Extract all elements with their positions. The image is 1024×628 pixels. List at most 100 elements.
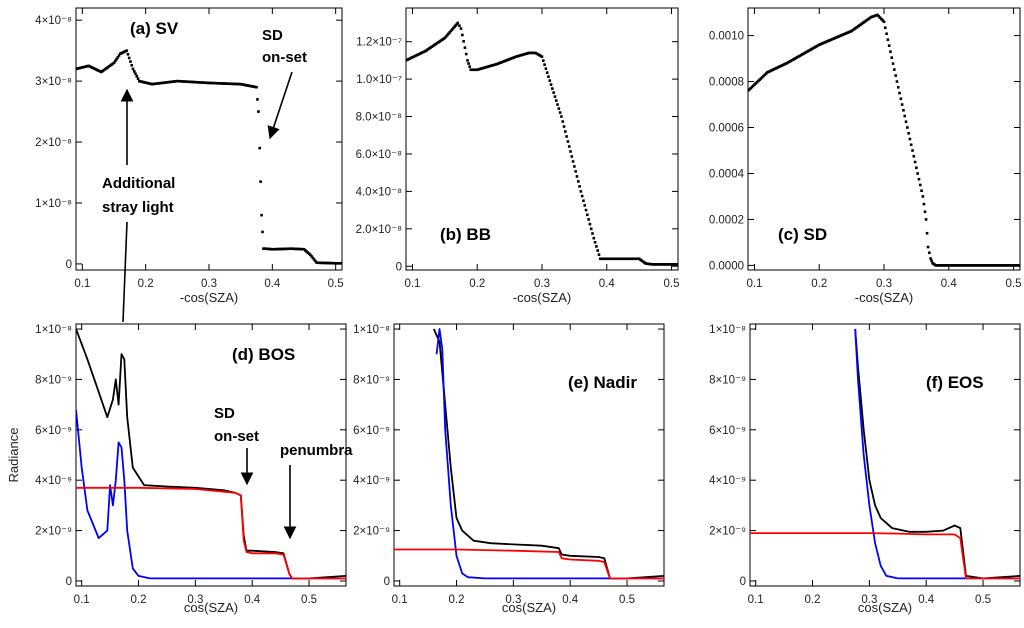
panel-b: 0.1 0.2 0.3 0.4 0.5 0 2.0×10⁻⁸ 4.0×10⁻⁸ 6.0×10⁻⁸… xyxy=(356,7,680,305)
y-tick-label-e-1: 2×10⁻⁹ xyxy=(353,526,390,538)
x-tick-label-c-4: 0.5 xyxy=(1006,278,1022,290)
data-point-b-150 xyxy=(597,253,601,256)
x-tick-label-b-1: 0.2 xyxy=(469,278,485,290)
x-axis-label-e: cos(SZA) xyxy=(502,600,556,615)
x-tick-label-b-4: 0.5 xyxy=(664,278,680,290)
data-point-c-139 xyxy=(925,231,929,235)
data-point-b-132 xyxy=(574,170,577,173)
data-point-c-117 xyxy=(898,91,901,95)
annotation-sd-onset-top-arrow xyxy=(267,71,293,140)
y-tick-label-e-0: 0 xyxy=(384,576,390,588)
data-point-a-47 xyxy=(134,72,137,76)
x-tick-label-f-2: 0.3 xyxy=(861,594,877,606)
data-point-c-100 xyxy=(876,13,879,17)
data-point-a-143 xyxy=(255,85,258,89)
x-tick-label-a-3: 0.4 xyxy=(264,278,281,290)
data-point-c-107 xyxy=(885,32,888,36)
data-point-b-106 xyxy=(540,55,544,58)
data-point-b-122 xyxy=(561,120,565,123)
x-tick-label-d-4: 0.5 xyxy=(301,594,317,606)
data-point-c-104 xyxy=(881,19,885,22)
shared-y-axis-label: Radiance xyxy=(6,428,21,483)
data-point-b-129 xyxy=(570,155,574,158)
data-point-c-123 xyxy=(906,126,909,129)
x-axis-label-c: -cos(SZA) xyxy=(855,290,914,305)
x-tick-label-f-4: 0.5 xyxy=(975,594,991,606)
data-point-a-32 xyxy=(115,57,118,61)
x-tick-label-a-0: 0.1 xyxy=(74,278,90,290)
panel-title-a: (a) SV xyxy=(130,19,179,38)
data-point-c-110 xyxy=(889,50,892,53)
data-point-a-147 xyxy=(259,180,262,183)
y-tick-label-a-2: 2×10⁻⁸ xyxy=(35,137,72,149)
data-point-b-141 xyxy=(586,213,589,217)
data-point-b-118 xyxy=(556,103,559,106)
y-tick-label-e-4: 8×10⁻⁹ xyxy=(353,374,390,386)
series-group-c xyxy=(748,13,1020,267)
data-point-c-101 xyxy=(877,14,881,18)
data-point-b-121 xyxy=(560,115,563,118)
y-tick-label-c-4: 0.0008 xyxy=(709,77,744,89)
data-point-a-191 xyxy=(314,259,317,263)
data-point-c-136 xyxy=(922,202,926,206)
data-point-c-135 xyxy=(921,195,925,198)
data-point-b-43 xyxy=(459,27,463,30)
data-point-a-212 xyxy=(340,261,342,265)
y-tick-label-d-5: 1×10⁻⁸ xyxy=(35,324,72,336)
data-point-c-105 xyxy=(882,20,886,24)
data-point-c-128 xyxy=(912,154,916,158)
y-tick-label-d-1: 2×10⁻⁹ xyxy=(35,526,72,538)
y-tick-label-d-4: 8×10⁻⁹ xyxy=(35,374,72,386)
y-tick-label-b-5: 1.0×10⁻⁷ xyxy=(356,74,402,86)
annotations: SD on-set Additional stray light SD on-s… xyxy=(102,27,353,540)
panel-title-d: (d) BOS xyxy=(232,345,295,364)
y-tick-label-e-3: 6×10⁻⁹ xyxy=(353,425,390,437)
x-tick-label-d-3: 0.4 xyxy=(244,594,261,606)
data-point-b-36 xyxy=(450,28,454,31)
y-tick-label-c-3: 0.0006 xyxy=(709,123,744,135)
data-point-b-126 xyxy=(566,140,570,143)
data-point-b-30 xyxy=(443,36,447,40)
data-point-c-118 xyxy=(899,97,903,101)
data-point-c-129 xyxy=(913,160,917,164)
y-tick-label-d-3: 6×10⁻⁹ xyxy=(35,425,72,437)
data-point-b-127 xyxy=(567,145,571,148)
annotation-stray-light-line-down xyxy=(122,221,128,323)
data-point-b-135 xyxy=(578,185,581,188)
x-tick-label-f-1: 0.2 xyxy=(805,594,821,606)
annotation-penumbra: penumbra xyxy=(280,442,353,459)
data-point-b-123 xyxy=(562,125,566,128)
data-point-c-119 xyxy=(900,103,904,106)
data-point-b-113 xyxy=(549,83,553,86)
data-point-b-120 xyxy=(558,111,562,114)
annotation-sd-onset-bottom-line2: on-set xyxy=(214,428,259,445)
data-point-c-106 xyxy=(883,26,887,30)
data-point-b-47 xyxy=(464,52,468,56)
panel-a: 0.1 0.2 0.3 0.4 0.5 0 1×10⁻⁸ 2×10⁻⁸ 3×10⁻⁸ 4×10⁻⁸… xyxy=(35,7,344,305)
data-point-c-120 xyxy=(902,108,905,112)
series-line-f-1 xyxy=(854,328,1020,580)
data-point-c-112 xyxy=(891,62,895,65)
data-point-b-144 xyxy=(589,227,593,231)
y-tick-label-a-1: 1×10⁻⁸ xyxy=(35,198,72,210)
series-group-a xyxy=(76,49,342,265)
series-line-e-2 xyxy=(394,548,664,580)
data-point-a-41 xyxy=(126,53,130,56)
data-point-b-146 xyxy=(592,236,596,240)
x-tick-label-a-1: 0.2 xyxy=(138,278,154,290)
x-axis-label-b: -cos(SZA) xyxy=(513,290,572,305)
x-tick-label-f-0: 0.1 xyxy=(748,594,764,606)
data-point-c-142 xyxy=(929,257,932,260)
series-line-d-1 xyxy=(76,409,346,580)
data-point-b-142 xyxy=(587,218,590,221)
data-point-c-133 xyxy=(918,183,922,187)
data-point-a-187 xyxy=(309,253,312,257)
annotation-sd-onset-top-line2: on-set xyxy=(262,49,307,66)
data-point-c-131 xyxy=(916,172,919,175)
x-tick-label-b-0: 0.1 xyxy=(404,278,420,290)
data-point-b-124 xyxy=(564,130,567,133)
data-point-a-188 xyxy=(310,255,313,258)
data-point-b-147 xyxy=(593,241,597,244)
data-point-c-113 xyxy=(893,68,896,71)
series-group-e xyxy=(394,328,664,580)
